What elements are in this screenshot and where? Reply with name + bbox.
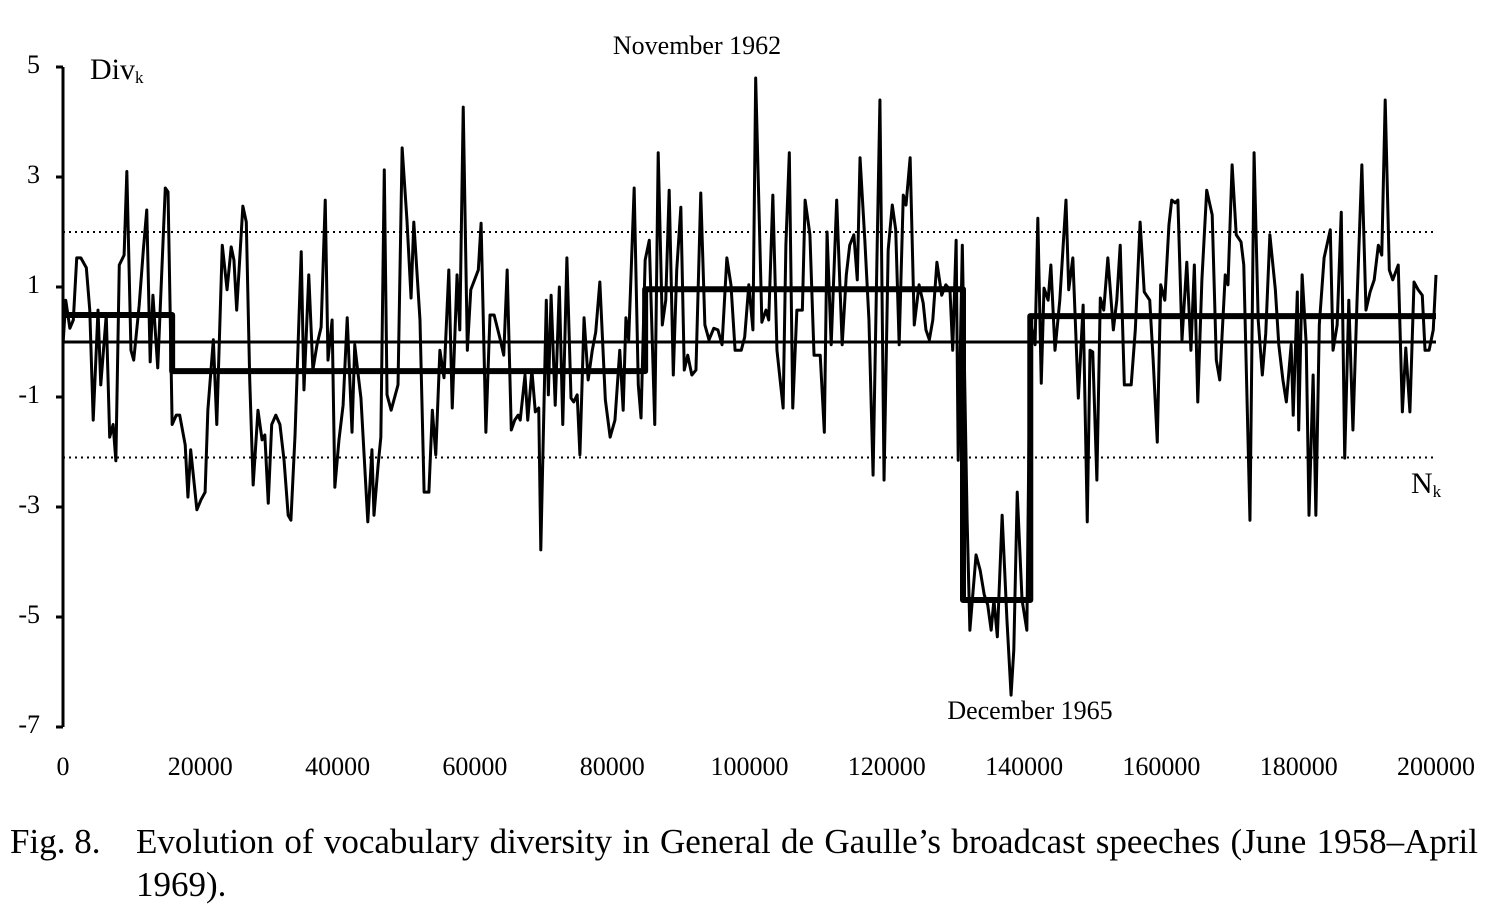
x-tick-label: 60000	[442, 752, 507, 781]
x-tick-label: 160000	[1122, 752, 1200, 781]
y-tick-label: 1	[27, 270, 40, 299]
annotation: December 1965	[947, 696, 1112, 725]
x-label-sub: k	[1433, 482, 1442, 501]
step-line	[63, 286, 1436, 603]
y-axis-label: Divk	[90, 53, 144, 87]
x-tick-label: 40000	[305, 752, 370, 781]
chart: Divk Nk November 1962 December 1965 -7-5…	[18, 31, 1475, 781]
x-tick-label: 20000	[168, 752, 233, 781]
y-tick-label: -5	[18, 600, 40, 629]
y-tick-label: 5	[27, 50, 40, 79]
y-tick-label: -1	[18, 380, 40, 409]
x-tick-label: 140000	[985, 752, 1063, 781]
x-tick-label: 80000	[580, 752, 645, 781]
x-tick-label: 100000	[711, 752, 789, 781]
x-tick-label: 180000	[1260, 752, 1338, 781]
annotation: November 1962	[613, 31, 781, 60]
x-label-main: N	[1411, 467, 1433, 500]
y-tick-label: -7	[18, 710, 40, 739]
y-tick-label: 3	[27, 160, 40, 189]
caption: Fig. 8. Evolution of vocabulary diversity…	[10, 820, 1478, 906]
x-tick-label: 120000	[848, 752, 926, 781]
caption-text: Evolution of vocabulary diversity in Gen…	[136, 822, 1478, 904]
x-axis-label: Nk	[1411, 467, 1442, 501]
x-tick-label: 200000	[1397, 752, 1475, 781]
y-label-sub: k	[135, 68, 144, 87]
y-tick-label: -3	[18, 490, 40, 519]
data-line	[61, 76, 1438, 697]
caption-label: Fig. 8.	[10, 822, 101, 861]
x-tick-label: 0	[57, 752, 70, 781]
y-label-main: Div	[90, 53, 135, 86]
